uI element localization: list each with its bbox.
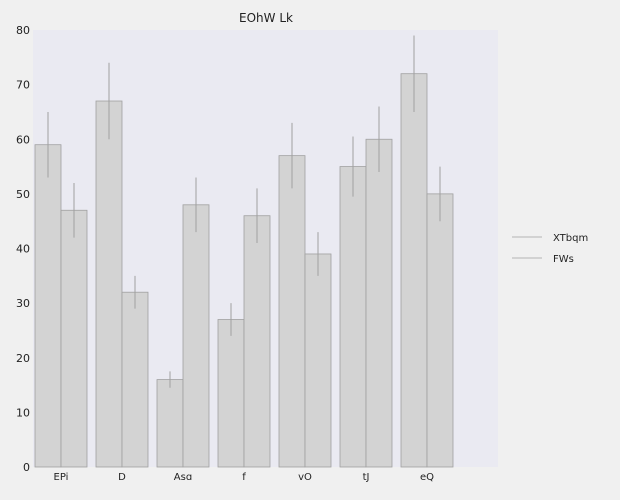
legend-label: FWs <box>553 254 574 265</box>
y-tick-label: 10 <box>16 406 30 419</box>
bar-1-7 <box>400 73 428 468</box>
y-tick-label: 30 <box>16 297 30 310</box>
legend-label: XTbqm <box>553 233 588 244</box>
x-tick-label: tJ <box>363 472 370 483</box>
bars <box>34 73 454 468</box>
x-tick-label: eQ <box>420 472 434 483</box>
y-tick-label: 50 <box>16 188 30 201</box>
x-tick-label: D <box>118 472 126 483</box>
x-tick-label: EPi <box>54 472 69 483</box>
bar-1-5 <box>278 155 306 468</box>
chart-title: EOhW Lk <box>239 11 293 25</box>
bar-1-4 <box>217 319 245 468</box>
y-tick-label: 20 <box>16 352 30 365</box>
bar-1-1 <box>34 144 62 468</box>
bar-2-3 <box>182 204 210 468</box>
error-bars <box>47 35 441 388</box>
bar-1-3 <box>156 379 184 468</box>
bar-1-2 <box>95 100 123 468</box>
y-axis: 0 10 20 30 40 50 60 70 80 <box>16 24 30 474</box>
bar-2-2 <box>121 291 149 468</box>
x-axis: EPi D Asɑ f vO tJ eQ <box>54 472 435 483</box>
y-tick-label: 40 <box>16 243 30 256</box>
y-tick-label: 80 <box>16 24 30 37</box>
bar-2-4 <box>243 215 271 468</box>
bar-2-5 <box>304 253 332 468</box>
x-tick-label: Asɑ <box>174 472 192 483</box>
bar-2-1 <box>60 209 88 468</box>
x-tick-label: vO <box>298 472 312 483</box>
legend: XTbqm FWs <box>512 233 588 265</box>
y-tick-label: 70 <box>16 79 30 92</box>
y-tick-label: 0 <box>23 461 30 474</box>
x-tick-label: f <box>242 472 246 483</box>
bar-1-6 <box>339 166 367 468</box>
y-tick-label: 60 <box>16 133 30 146</box>
bar-2-7 <box>426 193 454 468</box>
bar-2-6 <box>365 138 393 468</box>
